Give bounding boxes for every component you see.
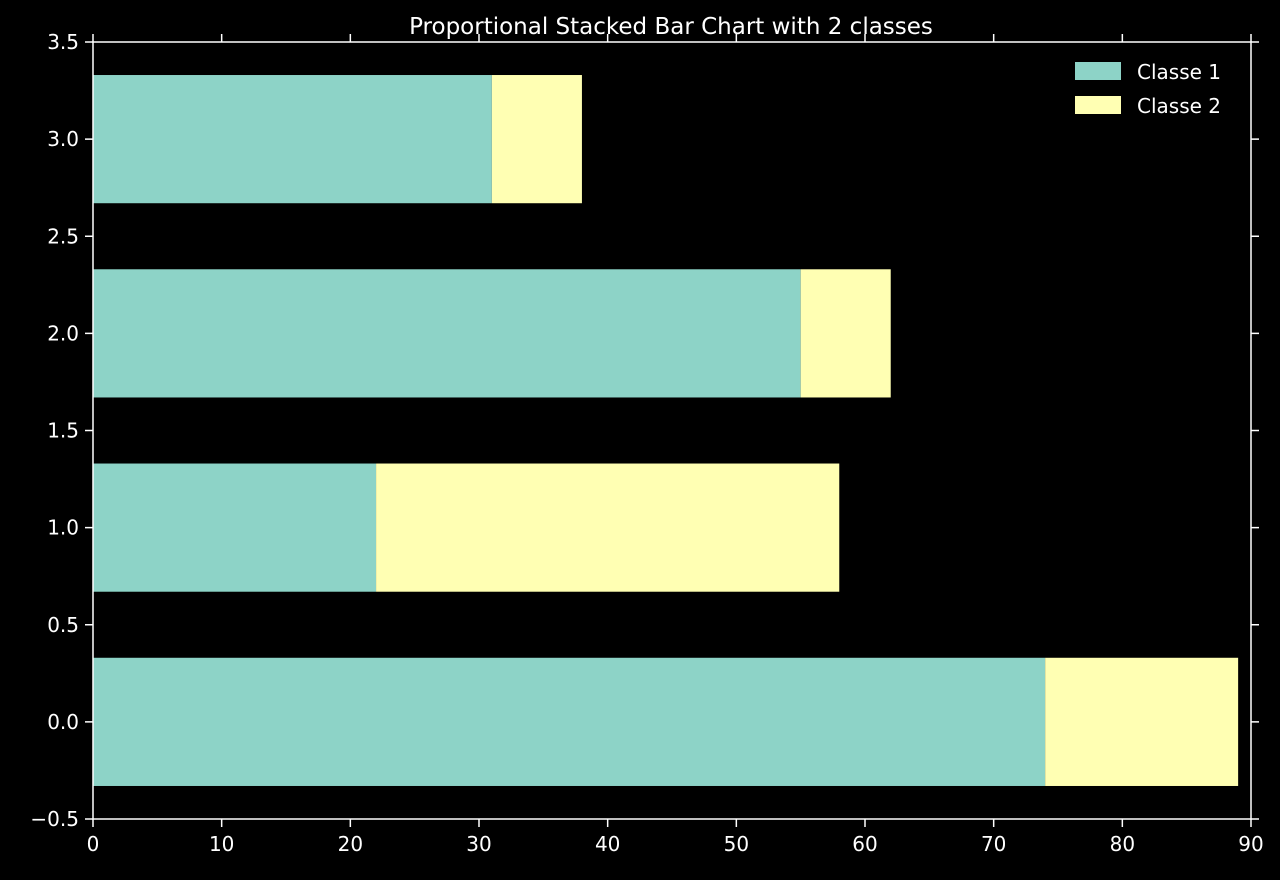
legend-label-class1: Classe 1 [1137,60,1221,84]
y-tick-label: 2.5 [47,224,79,248]
y-tick-label: 3.0 [47,127,79,151]
axes-layer: 0 10 20 30 40 50 60 70 80 90 −0.5 0.0 0.5 1.0 1.5 2.0 2.… [30,30,1263,856]
x-tick-label: 50 [724,832,749,856]
bar-class1-row-2 [93,269,801,398]
legend-swatch-class2 [1075,96,1121,114]
x-tick-label: 0 [87,832,100,856]
x-tick-label: 70 [981,832,1006,856]
bar-class2-row-2 [800,269,891,398]
x-tick-label: 90 [1238,832,1263,856]
y-tick-label: 1.0 [47,516,79,540]
chart-title: Proportional Stacked Bar Chart with 2 cl… [409,14,933,40]
x-tick-label: 20 [338,832,363,856]
bar-class2-row-3 [491,75,582,204]
legend-label-class2: Classe 2 [1137,94,1221,118]
y-tick-label: 3.5 [47,30,79,54]
y-tick-label: 0.0 [47,710,79,734]
x-tick-label: 80 [1110,832,1135,856]
y-tick-label: 0.5 [47,613,79,637]
bars-layer [93,75,1239,786]
bar-class2-row-1 [376,463,840,592]
legend-swatch-class1 [1075,62,1121,80]
y-tick-label: 2.0 [47,321,79,345]
bar-class1-row-0 [93,657,1046,786]
x-tick-label: 30 [466,832,491,856]
x-tick-label: 40 [595,832,620,856]
y-tick-label: −0.5 [30,807,79,831]
legend: Classe 1 Classe 2 [1075,60,1221,118]
x-tick-label: 10 [209,832,234,856]
x-tick-label: 60 [852,832,877,856]
bar-class2-row-0 [1045,657,1239,786]
y-tick-label: 1.5 [47,419,79,443]
bar-class1-row-1 [93,463,377,592]
bar-class1-row-3 [93,75,492,204]
